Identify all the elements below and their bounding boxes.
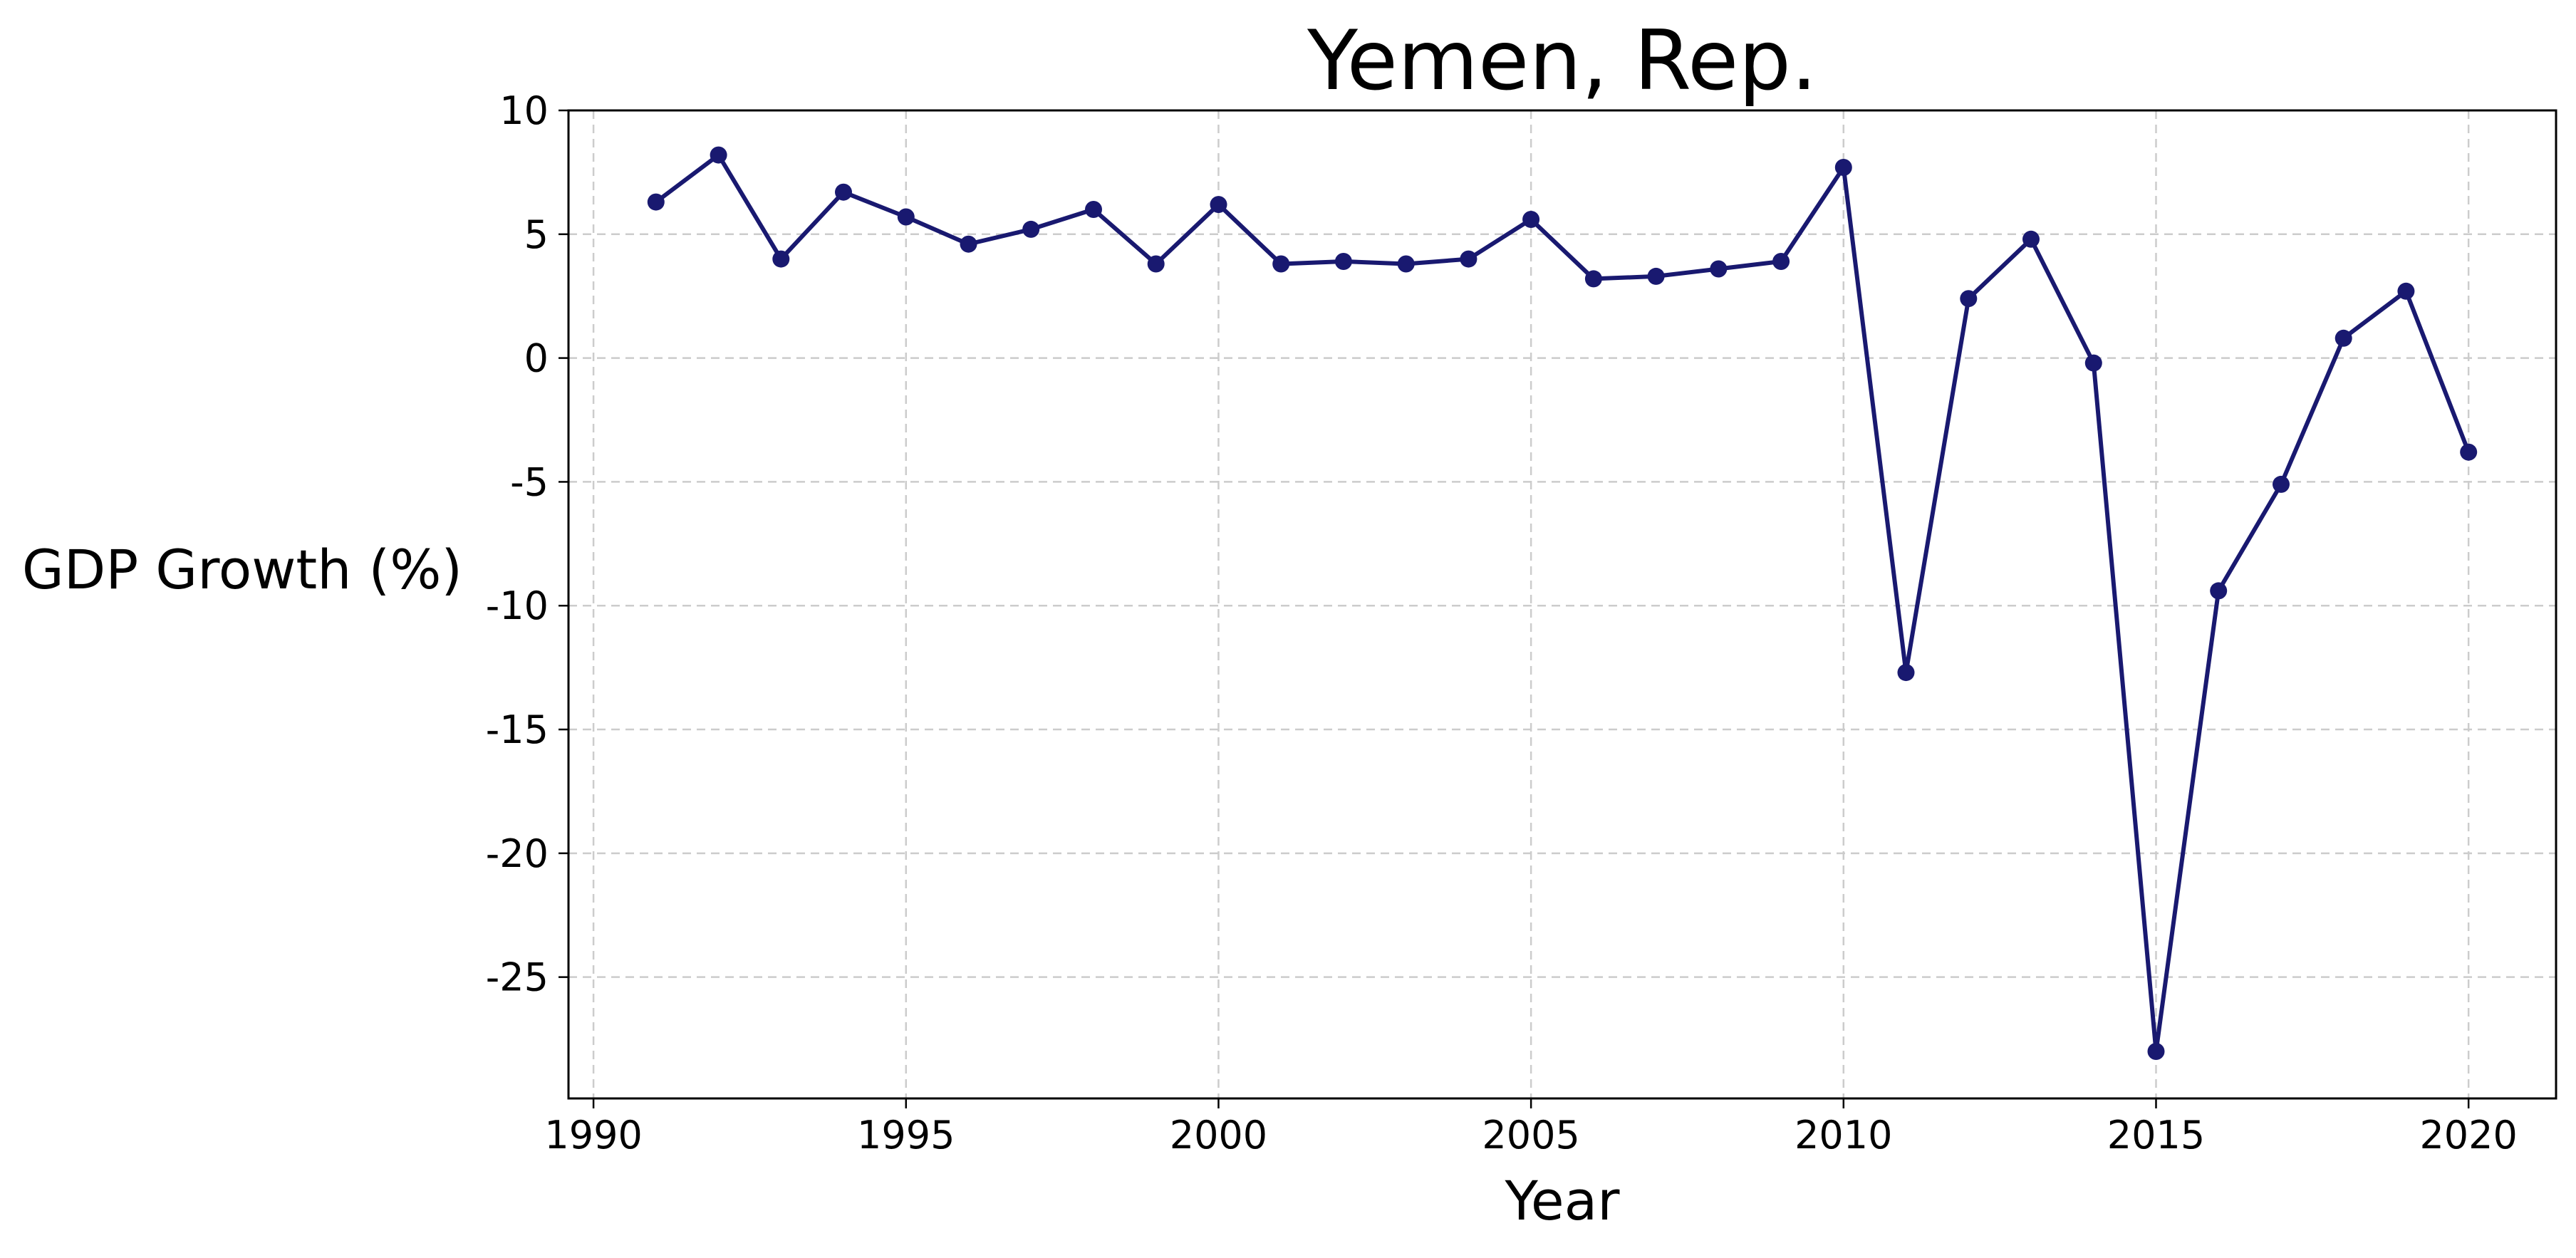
- data-point: [2210, 582, 2228, 600]
- x-tick-label: 1995: [857, 1113, 955, 1158]
- data-point: [2022, 230, 2040, 248]
- data-point: [710, 146, 727, 164]
- x-axis-title: Year: [1505, 1169, 1621, 1232]
- data-point: [772, 250, 790, 268]
- data-point: [1397, 255, 1415, 273]
- data-point: [835, 183, 852, 201]
- data-point: [1085, 201, 1102, 218]
- data-point: [1834, 159, 1852, 176]
- x-tick-label: 1990: [544, 1113, 642, 1158]
- y-tick-label: 10: [499, 88, 549, 133]
- y-tick-label: 0: [524, 336, 549, 381]
- data-point: [1334, 253, 1352, 270]
- y-tick-label: -15: [486, 707, 549, 752]
- data-point: [1022, 220, 1040, 238]
- data-point: [647, 193, 665, 211]
- data-point: [2147, 1043, 2165, 1060]
- x-tick-label: 2005: [1482, 1113, 1579, 1158]
- y-tick-label: -10: [486, 583, 549, 628]
- x-tick-label: 2015: [2107, 1113, 2205, 1158]
- series-line: [653, 152, 2471, 1054]
- data-point: [2334, 329, 2352, 347]
- data-point: [1710, 260, 1728, 278]
- data-point: [1210, 196, 1227, 214]
- plot-area-frame: [567, 109, 2557, 1100]
- y-axis-title: GDP Growth (%): [22, 538, 462, 601]
- x-tick-label: 2010: [1795, 1113, 1892, 1158]
- y-tick-label: -20: [486, 831, 549, 876]
- data-point: [1147, 255, 1165, 273]
- chart-title: Yemen, Rep.: [1307, 13, 1817, 109]
- y-tick-label: 5: [524, 212, 549, 257]
- data-point: [1460, 250, 1477, 268]
- data-point: [1272, 255, 1290, 273]
- axes: 1990 1995 2000 2005 2010 2015 2020 10 5 0 -5 -10 -15…: [486, 88, 2518, 1158]
- data-point: [2460, 443, 2478, 461]
- data-point: [960, 235, 977, 253]
- x-tick-label: 2000: [1170, 1113, 1267, 1158]
- data-point: [2084, 354, 2102, 372]
- data-point: [1897, 664, 1915, 682]
- y-tick-label: -25: [486, 955, 549, 1000]
- data-point: [1522, 211, 1540, 228]
- series-gdp-growth: [647, 146, 2478, 1060]
- grid-lines: [568, 109, 2556, 1098]
- y-tick-label: -5: [510, 459, 549, 504]
- data-point: [1647, 267, 1665, 285]
- data-point: [2397, 282, 2415, 300]
- x-tick-label: 2020: [2419, 1113, 2517, 1158]
- data-point: [1772, 253, 1790, 270]
- data-point: [897, 208, 915, 226]
- data-point: [1584, 270, 1602, 288]
- data-point: [1960, 290, 1978, 308]
- data-point: [2273, 475, 2290, 493]
